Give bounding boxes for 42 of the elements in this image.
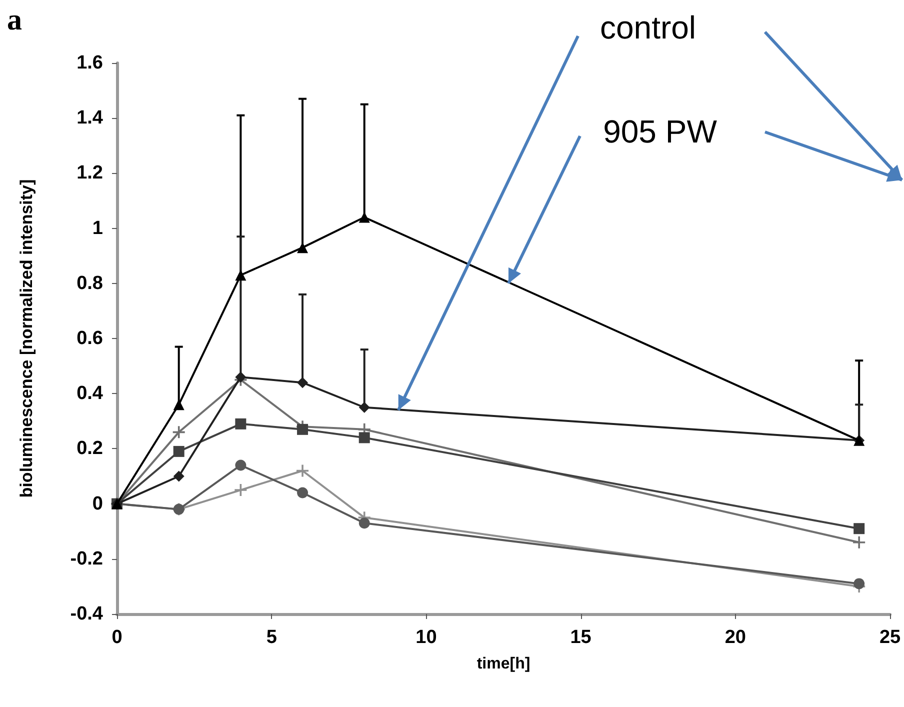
x-axis-title: time[h]	[476, 656, 530, 672]
x-tick-label: 10	[416, 627, 437, 648]
point	[173, 446, 184, 457]
x-tick-label: 25	[879, 627, 901, 648]
point	[235, 372, 246, 383]
y-tick-label: 0.8	[76, 272, 103, 294]
y-tick-label: 0.6	[76, 328, 103, 349]
point	[173, 399, 184, 410]
point	[235, 270, 246, 281]
y-tick-label: -0.4	[70, 604, 104, 624]
y-tick-label: 0	[92, 493, 103, 514]
point	[854, 578, 865, 590]
y-tick-label: 0.2	[76, 438, 103, 460]
y-tick-label: 1	[92, 218, 104, 239]
point	[854, 523, 865, 534]
y-tick-label: 1.2	[76, 162, 103, 184]
annotation: 905 PW	[603, 114, 717, 150]
x-tick-label: 0	[112, 627, 122, 648]
y-axis-title: bioluminescence [normalized intensity]	[17, 179, 36, 498]
point	[853, 536, 866, 548]
y-tick-label: 1.6	[76, 52, 103, 74]
x-tick-label: 20	[724, 627, 746, 648]
point	[297, 242, 308, 254]
annotation: control	[600, 10, 696, 46]
point	[297, 377, 308, 388]
y-tick-label: 0.4	[76, 383, 104, 404]
point	[358, 432, 370, 444]
point	[235, 460, 246, 471]
point	[296, 464, 309, 477]
chart-title: a	[7, 4, 22, 36]
point	[358, 402, 370, 413]
x-tick-label: 5	[266, 627, 278, 648]
y-tick-label: -0.2	[70, 548, 103, 570]
x-tick-label: 15	[570, 627, 592, 648]
point	[297, 424, 308, 435]
point	[358, 212, 370, 223]
point	[358, 518, 370, 529]
point	[235, 418, 246, 430]
point	[173, 470, 184, 482]
y-tick-label: 1.4	[76, 108, 104, 129]
point	[234, 484, 247, 496]
point	[297, 487, 308, 498]
